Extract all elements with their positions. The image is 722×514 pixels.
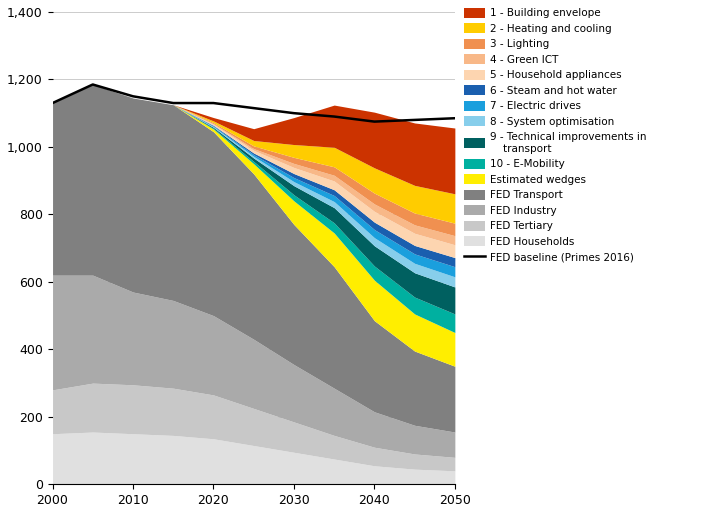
Legend: 1 - Building envelope, 2 - Heating and cooling, 3 - Lighting, 4 - Green ICT, 5 -: 1 - Building envelope, 2 - Heating and c… bbox=[464, 8, 647, 263]
